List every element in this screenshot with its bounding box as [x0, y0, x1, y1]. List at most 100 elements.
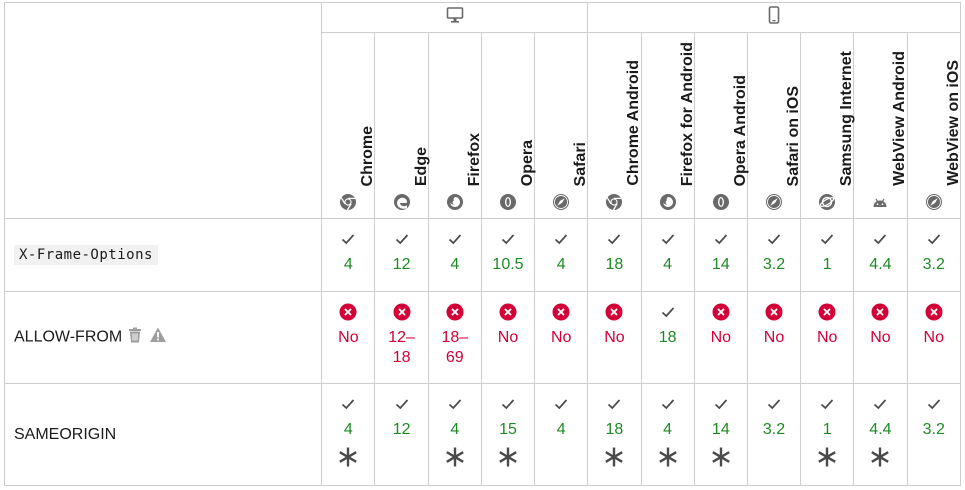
- asterisk-icon: [871, 447, 890, 467]
- support-cell[interactable]: 14: [693, 383, 748, 486]
- android-icon: [873, 198, 887, 207]
- support-cell[interactable]: 3.2: [906, 383, 962, 486]
- support-cell[interactable]: 4: [321, 383, 376, 486]
- browser-header: WebView Android: [853, 32, 908, 219]
- cross-icon: [925, 303, 943, 321]
- browser-header: Chrome Android: [587, 32, 642, 219]
- version-label: No: [763, 329, 785, 346]
- version-label: 3.2: [762, 256, 786, 273]
- version-label: 4: [556, 256, 566, 273]
- support-cell[interactable]: 14: [693, 218, 748, 292]
- support-cell[interactable]: 3.2: [746, 383, 802, 486]
- check-icon: [927, 399, 940, 410]
- support-cell[interactable]: 3.2: [906, 218, 962, 292]
- support-cell[interactable]: 4.4: [853, 383, 908, 486]
- chrome-icon: [606, 194, 623, 211]
- table-corner: [3, 2, 323, 219]
- version-label: 18: [605, 256, 624, 273]
- cross-icon: [552, 303, 570, 321]
- cross-icon: [339, 303, 357, 321]
- cross-icon: [818, 303, 836, 321]
- support-cell[interactable]: 12– 18: [374, 291, 429, 384]
- support-cell[interactable]: 12: [374, 218, 429, 292]
- check-icon: [821, 234, 834, 245]
- support-cell[interactable]: No: [853, 291, 908, 384]
- support-cell[interactable]: No: [321, 291, 376, 384]
- version-label: 18: [605, 421, 624, 438]
- platform-mobile-header: [587, 2, 961, 33]
- check-icon: [874, 234, 887, 245]
- feature-row: ALLOW-FROM No 12– 18 18– 69 No No No 18 No No No N…: [3, 291, 962, 384]
- trash-icon: [129, 327, 142, 343]
- version-label: 3.2: [922, 421, 945, 438]
- feature-name-cell: ALLOW-FROM: [3, 291, 323, 384]
- samsung-internet-icon: [819, 194, 836, 210]
- support-cell[interactable]: No: [906, 291, 962, 384]
- browser-header: Opera Android: [693, 32, 749, 219]
- mobile-icon: [768, 6, 780, 24]
- support-cell[interactable]: 3.2: [746, 218, 802, 292]
- support-cell[interactable]: 12: [374, 383, 429, 486]
- check-icon: [767, 399, 781, 410]
- support-cell[interactable]: 4.4: [853, 218, 908, 292]
- support-cell[interactable]: 1: [800, 218, 855, 292]
- support-cell[interactable]: 10.5: [480, 218, 536, 292]
- version-label: 14: [711, 256, 730, 273]
- support-cell[interactable]: No: [534, 291, 589, 384]
- edge-icon: [393, 194, 410, 210]
- support-cell[interactable]: No: [746, 291, 802, 384]
- version-label: 15: [499, 421, 517, 438]
- check-icon: [395, 399, 408, 410]
- support-cell[interactable]: 1: [800, 383, 855, 486]
- support-cell[interactable]: No: [587, 291, 642, 384]
- version-label: No: [870, 329, 891, 346]
- feature-name-cell: X-Frame-Options: [3, 218, 323, 292]
- version-label: No: [923, 329, 944, 346]
- support-cell[interactable]: 4: [427, 218, 482, 292]
- support-cell[interactable]: No: [693, 291, 748, 384]
- feature-name[interactable]: X-Frame-Options: [14, 245, 158, 265]
- chrome-icon: [340, 194, 357, 211]
- check-icon: [608, 234, 621, 245]
- feature-name-cell: SAMEORIGIN: [3, 383, 323, 486]
- support-cell[interactable]: 18: [587, 218, 642, 292]
- support-cell[interactable]: 18: [640, 291, 695, 384]
- support-cell[interactable]: 4: [534, 383, 589, 486]
- version-label: 18: [658, 329, 677, 346]
- asterisk-icon: [445, 447, 464, 467]
- feature-row: SAMEORIGIN 4 12 4 15 4 18 4 14 3.2 1 4.4 3.2: [3, 383, 962, 486]
- version-label: 4: [663, 256, 673, 273]
- asterisk-icon: [818, 447, 837, 467]
- browser-header: Firefox for Android: [640, 32, 696, 219]
- cross-icon: [765, 303, 783, 321]
- cross-icon: [446, 303, 464, 321]
- version-label: 3.2: [922, 256, 945, 273]
- support-cell[interactable]: 4: [640, 218, 695, 292]
- check-icon: [714, 399, 727, 410]
- asterisk-icon: [499, 447, 517, 467]
- support-cell[interactable]: 18– 69: [427, 291, 482, 384]
- support-cell[interactable]: 18: [587, 383, 642, 486]
- check-icon: [767, 234, 781, 245]
- support-cell[interactable]: 4: [427, 383, 482, 486]
- check-icon: [874, 399, 887, 410]
- support-cell[interactable]: 4: [534, 218, 589, 292]
- support-cell[interactable]: No: [480, 291, 536, 384]
- check-icon: [661, 399, 674, 410]
- check-icon: [714, 234, 727, 245]
- support-cell[interactable]: 15: [480, 383, 536, 486]
- browser-header: Opera: [480, 32, 536, 219]
- version-label: 14: [711, 421, 730, 438]
- cross-icon: [499, 303, 517, 321]
- support-cell[interactable]: No: [800, 291, 855, 384]
- check-icon: [448, 234, 461, 245]
- feature-row: X-Frame-Options 4 12 4 10.5 4 18 4 14 3.2 1 4.4 3.2: [3, 218, 962, 292]
- version-label: No: [604, 329, 625, 346]
- check-icon: [395, 234, 408, 245]
- version-label: 12: [392, 256, 411, 273]
- version-label: 18– 69: [441, 329, 469, 366]
- asterisk-icon: [658, 447, 677, 467]
- version-label: 1: [822, 421, 832, 438]
- support-cell[interactable]: 4: [321, 218, 376, 292]
- support-cell[interactable]: 4: [640, 383, 695, 486]
